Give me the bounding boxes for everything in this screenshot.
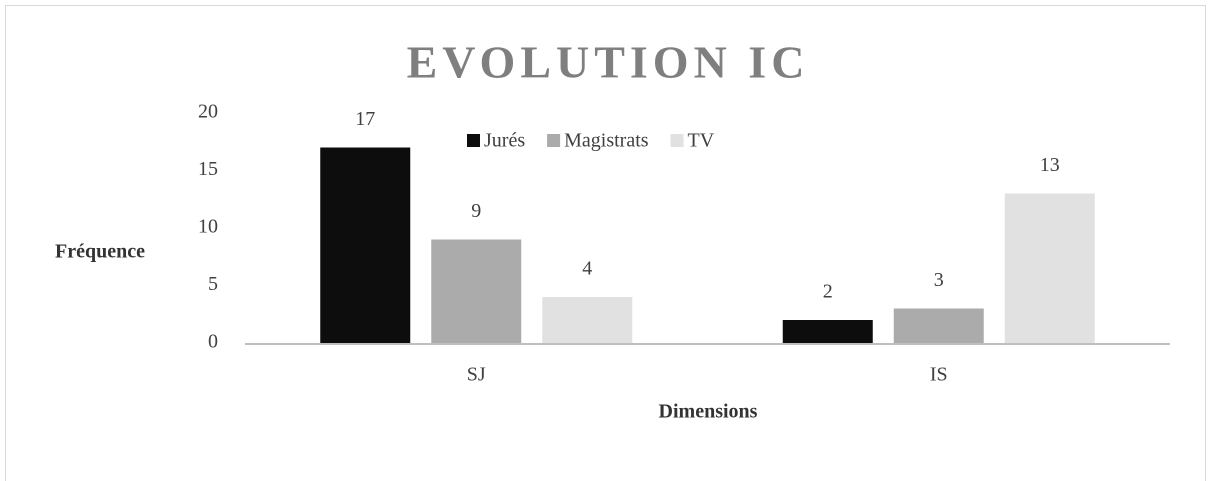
data-label: 3 [934, 269, 944, 291]
y-tick-label: 20 [198, 101, 218, 123]
data-label: 9 [471, 200, 481, 222]
data-label: 4 [582, 258, 592, 280]
x-axis-title: Dimensions [659, 401, 758, 423]
legend-label: Magistrats [564, 130, 649, 152]
bar [320, 147, 411, 343]
legend-swatch [670, 134, 684, 147]
chart-frame [5, 5, 1206, 481]
y-tick-label: 15 [198, 158, 218, 180]
legend-label: TV [688, 130, 715, 152]
chart-title: EVOLUTION IC [407, 37, 810, 88]
data-label: 2 [823, 281, 833, 303]
x-tick-label: IS [930, 364, 948, 386]
y-tick-label: 0 [208, 331, 218, 353]
bar [542, 297, 633, 343]
legend-swatch [547, 134, 561, 147]
data-label: 17 [355, 108, 375, 130]
x-tick-label: SJ [467, 364, 486, 386]
legend-swatch [467, 134, 480, 147]
bar [431, 239, 522, 343]
data-label: 13 [1040, 154, 1060, 176]
bar [1004, 193, 1095, 343]
bar [893, 308, 984, 343]
y-tick-label: 5 [208, 273, 218, 295]
y-tick-label: 10 [198, 216, 218, 238]
y-axis-title: Fréquence [55, 241, 145, 263]
bar [782, 320, 873, 343]
legend-label: Jurés [484, 130, 525, 152]
